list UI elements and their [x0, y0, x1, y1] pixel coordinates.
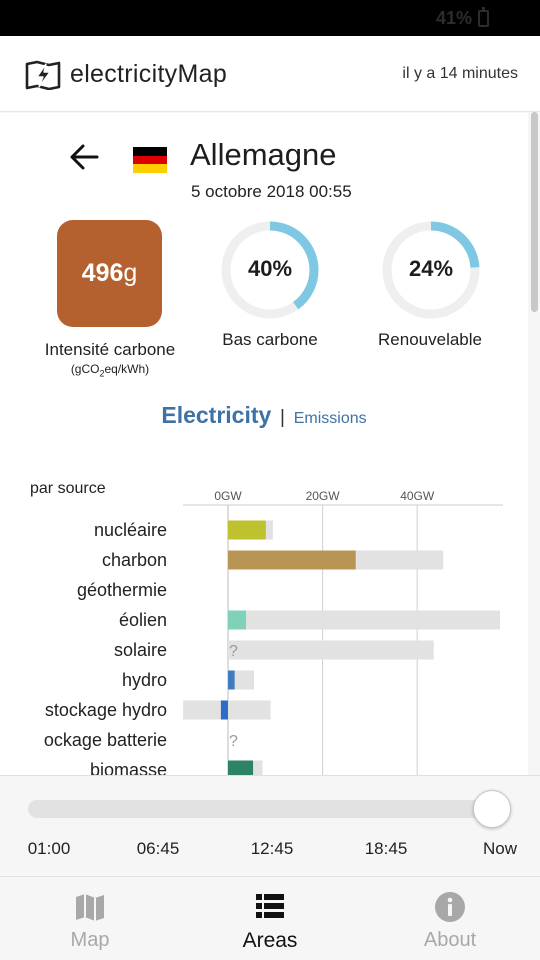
nav-map[interactable]: Map — [0, 877, 180, 960]
capacity-bar — [228, 610, 500, 630]
time-slider-track[interactable] — [28, 800, 490, 818]
category-label: hydro — [122, 670, 167, 690]
capacity-bar — [228, 640, 434, 660]
low-carbon-percent: 40% — [247, 256, 293, 281]
last-updated: il y a 14 minutes — [402, 65, 518, 82]
timeline: 01:00 06:45 12:45 18:45 Now — [0, 775, 540, 875]
production-bar — [228, 550, 356, 570]
map-icon — [76, 894, 104, 921]
category-label: géothermie — [77, 580, 167, 600]
unknown-marker: ? — [229, 733, 238, 750]
info-icon — [435, 892, 465, 922]
carbon-intensity-unit-label: (gCO2eq/kWh) — [70, 362, 150, 379]
electricity-tab[interactable]: Electricity — [161, 402, 272, 428]
brand-name: electricityMap — [70, 60, 228, 88]
status-bar: 41% — [0, 0, 540, 36]
nav-areas-label: Areas — [242, 929, 298, 952]
carbon-intensity-label: Intensité carbone — [44, 340, 176, 359]
time-label: 01:00 — [27, 839, 71, 858]
production-chart: par source 0GW 20GW 40GW nucléaire charbon géo… — [0, 470, 528, 780]
mode-separator: | — [280, 407, 285, 428]
time-label-now: Now — [482, 839, 518, 858]
mode-toggle: Electricity | Emissions — [0, 402, 528, 429]
carbon-intensity-unit: g — [123, 259, 138, 287]
nav-map-label: Map — [70, 929, 110, 951]
country-flag — [133, 147, 167, 174]
low-carbon-label: Bas carbone — [222, 330, 318, 349]
category-label: stockage hydro — [45, 700, 167, 720]
x-tick-label: 20GW — [306, 489, 341, 503]
production-bar — [228, 520, 266, 540]
category-label: solaire — [114, 640, 167, 660]
time-label: 06:45 — [136, 839, 180, 858]
category-label: éolien — [119, 610, 167, 630]
battery-level: 41% — [435, 8, 472, 28]
production-bar — [220, 700, 228, 720]
x-tick-label: 0GW — [214, 489, 242, 503]
production-bar — [228, 610, 246, 630]
list-icon — [256, 894, 284, 918]
flag-stripe-black — [133, 147, 167, 156]
scrollbar-track[interactable] — [529, 113, 540, 775]
chart-title: par source — [30, 480, 106, 497]
category-label: ockage batterie — [44, 730, 167, 750]
carbon-intensity-value: 496 — [81, 259, 124, 287]
time-slider-thumb[interactable] — [473, 790, 511, 828]
battery-icon — [478, 7, 489, 27]
renewable-label: Renouvelable — [378, 330, 482, 349]
flag-stripe-gold — [133, 164, 167, 174]
category-label: biomasse — [90, 760, 167, 775]
x-tick-label: 40GW — [400, 489, 435, 503]
nav-about-label: About — [423, 929, 477, 951]
production-bar — [228, 760, 254, 780]
low-carbon-gauge: 40% — [220, 220, 320, 320]
renewable-gauge: 24% — [381, 220, 481, 320]
category-label: charbon — [102, 550, 167, 570]
time-label: 18:45 — [364, 839, 408, 858]
nav-about[interactable]: About — [360, 877, 540, 960]
scrollbar-thumb[interactable] — [531, 112, 538, 312]
country-name: Allemagne — [190, 137, 337, 172]
carbon-intensity-badge: 496g — [57, 220, 162, 327]
production-bar — [228, 670, 235, 690]
nav-areas[interactable]: Areas — [180, 877, 360, 960]
renewable-percent: 24% — [408, 256, 454, 281]
emissions-tab[interactable]: Emissions — [293, 410, 367, 427]
logo-icon — [25, 60, 61, 90]
time-label: 12:45 — [250, 839, 294, 858]
back-arrow-icon[interactable] — [68, 141, 100, 173]
app-header: electricityMap il y a 14 minutes — [0, 36, 540, 112]
unknown-marker: ? — [229, 643, 238, 660]
zone-datetime: 5 octobre 2018 00:55 — [191, 182, 352, 201]
flag-stripe-red — [133, 155, 167, 165]
bottom-navigation: Map Areas About — [0, 876, 540, 960]
production-chart-svg: par source 0GW 20GW 40GW nucléaire charbon géo… — [30, 480, 503, 780]
category-label: nucléaire — [94, 520, 167, 540]
